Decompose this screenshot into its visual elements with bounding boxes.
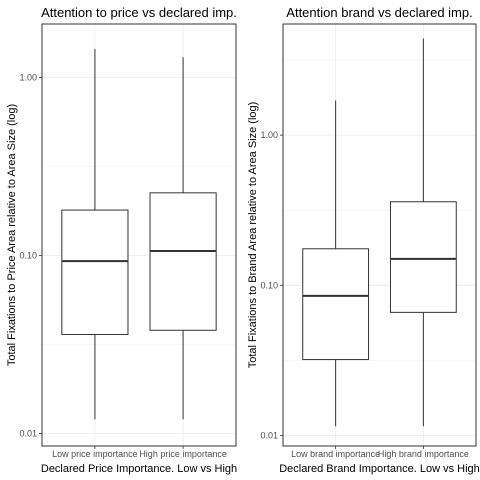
x-tick-label: Low price importance [52,449,138,459]
chart-title: Attention brand vs declared imp. [286,5,472,20]
interquartile-box [303,249,369,360]
x-tick-label: High price importance [139,449,227,459]
y-axis-label: Total Fixations to Price Area relative t… [6,104,18,366]
y-tick-label: 0.10 [19,251,37,261]
y-tick-label: 1.00 [260,130,278,140]
chart-title: Attention to price vs declared imp. [41,5,237,20]
interquartile-box [390,202,456,313]
interquartile-box [62,210,128,334]
x-tick-label: Low brand importance [291,449,380,459]
interquartile-box [150,193,216,330]
y-tick-label: 0.01 [19,428,37,438]
y-axis-label: Total Fixations to Brand Area relative t… [247,102,259,369]
y-tick-label: 0.10 [260,280,278,290]
chart-panel-1: 0.01 0.10 1.00 Low price importance High pri… [6,5,237,475]
x-axis-label: Declared Brand Importance. Low vs High [279,463,480,475]
y-tick-label: 1.00 [19,73,37,83]
y-tick-label: 0.01 [260,430,278,440]
x-axis-label: Declared Price Importance. Low vs High [41,463,237,475]
x-tick-label: High brand importance [378,449,469,459]
